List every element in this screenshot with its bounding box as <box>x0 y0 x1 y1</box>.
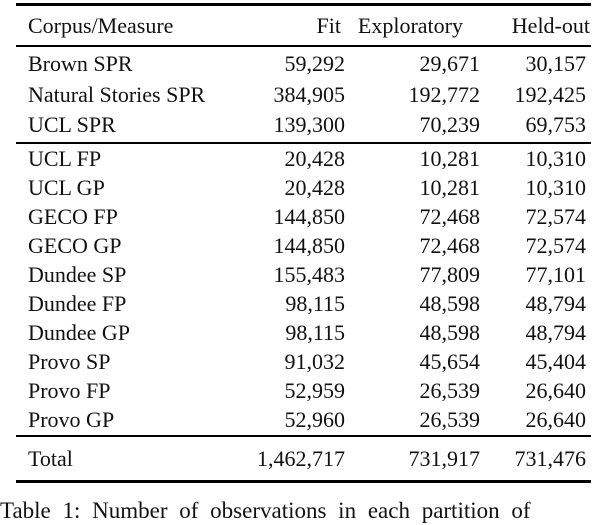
fit-cell: 384,905 <box>273 81 346 107</box>
held-out-cell: 26,640 <box>525 378 587 403</box>
table-row: Provo SP 91,032 45,654 45,404 <box>16 348 591 376</box>
row-label: Brown SPR <box>28 50 133 76</box>
row-label: GECO GP <box>28 233 122 258</box>
column-header-held-out: Held-out <box>511 12 590 38</box>
total-held-out-cell: 731,476 <box>514 445 587 471</box>
table-row: UCL SPR 139,300 70,239 69,753 <box>16 111 591 139</box>
table-row: UCL GP 20,428 10,281 10,310 <box>16 174 591 202</box>
exploratory-cell: 72,468 <box>419 204 481 229</box>
fit-cell: 144,850 <box>273 204 346 229</box>
total-row: Total 1,462,717 731,917 731,476 <box>16 437 591 480</box>
held-out-cell: 77,101 <box>525 262 587 287</box>
fit-cell: 144,850 <box>273 233 346 258</box>
row-label: Dundee SP <box>28 262 127 287</box>
table-row: Dundee SP 155,483 77,809 77,101 <box>16 261 591 289</box>
row-label: Dundee GP <box>28 320 131 345</box>
row-label: UCL FP <box>28 146 102 171</box>
exploratory-cell: 192,772 <box>408 81 481 107</box>
observations-table: Corpus/Measure Fit Exploratory Held-out … <box>16 3 591 483</box>
fit-cell: 98,115 <box>285 320 345 345</box>
row-label: Natural Stories SPR <box>28 81 206 107</box>
total-label: Total <box>28 445 73 471</box>
held-out-cell: 48,794 <box>525 291 587 316</box>
held-out-cell: 30,157 <box>525 50 587 76</box>
exploratory-cell: 26,539 <box>419 378 481 403</box>
mid-rule <box>16 142 591 144</box>
table-row: Dundee GP 98,115 48,598 48,794 <box>16 319 591 347</box>
held-out-cell: 26,640 <box>525 407 587 432</box>
held-out-cell: 10,310 <box>525 175 587 200</box>
row-label: Provo SP <box>28 349 111 374</box>
column-header-corpus-measure: Corpus/Measure <box>28 12 174 38</box>
total-exploratory-cell: 731,917 <box>408 445 481 471</box>
column-header-exploratory: Exploratory <box>357 12 463 38</box>
held-out-cell: 72,574 <box>525 204 587 229</box>
held-out-cell: 10,310 <box>525 146 587 171</box>
fit-cell: 20,428 <box>284 146 346 171</box>
top-rule <box>16 3 591 6</box>
spr-section: Brown SPR 59,292 29,671 30,157 Natural Stori… <box>16 47 591 142</box>
row-label: UCL SPR <box>28 112 116 138</box>
eyetracking-section: UCL FP 20,428 10,281 10,310 UCL GP 20,428 10,2… <box>16 144 591 435</box>
exploratory-cell: 26,539 <box>419 407 481 432</box>
table-row: GECO FP 144,850 72,468 72,574 <box>16 203 591 231</box>
bottom-rule <box>16 480 591 483</box>
fit-cell: 59,292 <box>284 50 346 76</box>
header-row: Corpus/Measure Fit Exploratory Held-out <box>16 6 591 45</box>
exploratory-cell: 10,281 <box>419 146 481 171</box>
exploratory-cell: 48,598 <box>419 320 481 345</box>
held-out-cell: 48,794 <box>525 320 587 345</box>
held-out-cell: 192,425 <box>514 81 587 107</box>
column-header-fit: Fit <box>316 12 341 38</box>
row-label: Provo GP <box>28 407 115 432</box>
row-label: Provo FP <box>28 378 111 403</box>
header-rule <box>16 45 591 47</box>
row-label: GECO FP <box>28 204 118 229</box>
table-caption: Table 1: Number of observations in each … <box>0 498 531 523</box>
fit-cell: 98,115 <box>285 291 345 316</box>
fit-cell: 155,483 <box>273 262 346 287</box>
fit-cell: 52,960 <box>284 407 346 432</box>
exploratory-cell: 77,809 <box>419 262 481 287</box>
fit-cell: 91,032 <box>284 349 346 374</box>
held-out-cell: 45,404 <box>525 349 587 374</box>
held-out-cell: 72,574 <box>525 233 587 258</box>
table-row: Provo GP 52,960 26,539 26,640 <box>16 406 591 434</box>
table-row: Brown SPR 59,292 29,671 30,157 <box>16 50 591 78</box>
total-fit-cell: 1,462,717 <box>257 445 345 471</box>
exploratory-cell: 29,671 <box>419 50 481 76</box>
table-row: Dundee FP 98,115 48,598 48,794 <box>16 290 591 318</box>
fit-cell: 20,428 <box>284 175 346 200</box>
row-label: UCL GP <box>28 175 105 200</box>
table-row: Provo FP 52,959 26,539 26,640 <box>16 377 591 405</box>
table-row: GECO GP 144,850 72,468 72,574 <box>16 232 591 260</box>
row-label: Dundee FP <box>28 291 127 316</box>
fit-cell: 139,300 <box>273 112 346 138</box>
exploratory-cell: 48,598 <box>419 291 481 316</box>
exploratory-cell: 72,468 <box>419 233 481 258</box>
exploratory-cell: 10,281 <box>419 175 481 200</box>
table-row: Natural Stories SPR 384,905 192,772 192,425 <box>16 81 591 109</box>
pre-total-rule <box>16 435 591 437</box>
table-row: UCL FP 20,428 10,281 10,310 <box>16 145 591 173</box>
held-out-cell: 69,753 <box>525 112 587 138</box>
exploratory-cell: 70,239 <box>419 112 481 138</box>
fit-cell: 52,959 <box>284 378 346 403</box>
exploratory-cell: 45,654 <box>419 349 481 374</box>
